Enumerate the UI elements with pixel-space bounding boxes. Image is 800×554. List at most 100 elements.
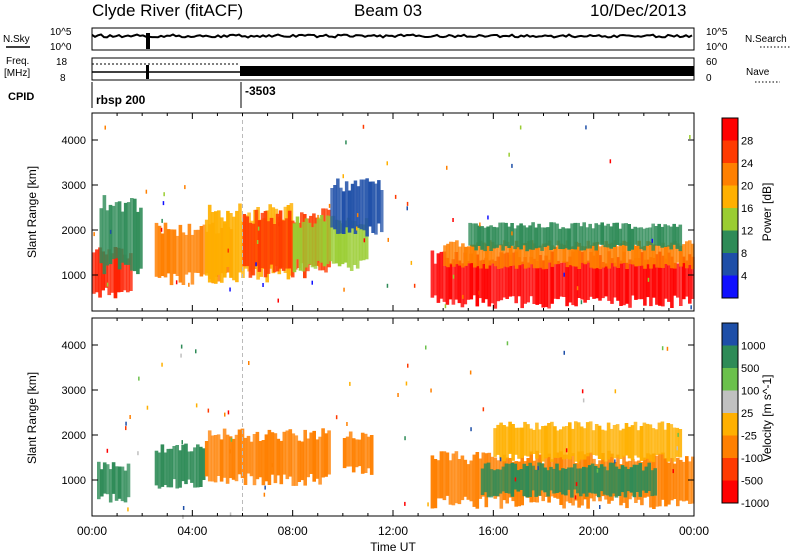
power-echo-cell — [468, 222, 472, 246]
power-echo-cell — [511, 252, 515, 297]
power-echo-cell — [589, 245, 594, 268]
power-echo-cell — [458, 246, 462, 266]
power-echo-cell — [472, 263, 477, 296]
velocity-echo-cell — [558, 470, 562, 493]
velocity-noise-point — [146, 405, 149, 410]
velocity-colorbar-tick-label: -100 — [741, 453, 763, 465]
power-echo-cell — [310, 227, 315, 268]
velocity-noise-point — [248, 361, 250, 365]
power-echo-cell — [661, 255, 665, 307]
power-echo-cell — [223, 221, 227, 278]
power-echo-cell — [649, 257, 653, 307]
velocity-echo-cell — [312, 430, 316, 482]
velocity-echo-cell — [469, 460, 474, 502]
velocity-echo-cell — [576, 422, 581, 462]
power-colorbar-segment — [722, 275, 738, 299]
velocity-noise-point — [138, 376, 140, 381]
velocity-noise-point — [577, 459, 579, 464]
power-echo-cell — [568, 256, 572, 303]
velocity-echo-cell — [276, 438, 281, 476]
power-echo-cell — [579, 226, 583, 251]
power-echo-cell — [257, 220, 262, 272]
velocity-echo-cell — [492, 470, 497, 496]
velocity-echo-cell — [246, 435, 251, 474]
power-echo-cell — [610, 242, 614, 264]
velocity-echo-cell — [574, 421, 578, 462]
power-echo-cell — [496, 244, 501, 269]
power-echo-cell — [488, 240, 492, 266]
power-echo-cell — [307, 222, 312, 265]
velocity-panel: 4000 3000 2000 1000 — [62, 317, 695, 519]
velocity-colorbar-segment — [722, 345, 738, 369]
power-echo-cell — [298, 227, 303, 271]
power-noise-point — [479, 222, 481, 227]
power-echo-cell — [664, 258, 668, 299]
power-noise-point — [317, 214, 319, 219]
power-echo-cell — [646, 241, 650, 265]
power-ylabel: Slant Range [km] — [25, 166, 39, 258]
velocity-echo-cell — [570, 467, 574, 498]
velocity-echo-cell — [650, 470, 654, 497]
power-echo-cell — [529, 240, 534, 265]
power-echo-cell — [523, 243, 528, 269]
power-echo-cell — [522, 225, 526, 246]
velocity-echo-cell — [571, 428, 575, 456]
velocity-echo-cell — [660, 421, 665, 455]
power-echo-cell — [565, 261, 569, 307]
velocity-echo-cell — [201, 448, 206, 480]
power-echo-cell — [204, 219, 209, 276]
velocity-echo-cell — [213, 435, 218, 483]
power-echo-cell — [637, 257, 641, 300]
power-noise-point — [109, 229, 112, 234]
velocity-echo-cell — [550, 421, 554, 462]
velocity-noise-point — [614, 459, 616, 464]
power-echo-cell — [520, 243, 525, 265]
power-echo-cell — [552, 222, 556, 249]
power-echo-cell — [621, 223, 625, 245]
velocity-noise-point — [349, 381, 351, 386]
velocity-echo-cell — [510, 462, 515, 497]
power-echo-cell — [163, 222, 168, 278]
velocity-echo-cell — [495, 469, 500, 497]
power-echo-cell — [657, 223, 661, 246]
power-echo-cell — [371, 181, 375, 233]
power-noise-point — [318, 262, 320, 267]
x-tick-label: 00:00 — [77, 524, 107, 538]
x-tick-label: 08:00 — [278, 524, 308, 538]
power-echo-cell — [130, 198, 134, 271]
power-echo-cell — [486, 226, 490, 247]
velocity-echo-cell — [576, 468, 580, 494]
power-echo-cell — [248, 222, 253, 278]
power-echo-cell — [525, 227, 529, 252]
velocity-echo-cell — [108, 469, 113, 503]
power-echo-cell — [443, 245, 447, 266]
velocity-echo-cell — [647, 462, 651, 491]
power-noise-point — [511, 231, 513, 236]
power-echo-cell — [214, 211, 218, 284]
power-noise-point — [519, 125, 522, 130]
velocity-echo-cell — [219, 439, 224, 482]
velocity-echo-cell — [514, 427, 518, 455]
velocity-echo-cell — [528, 462, 532, 497]
power-echo-cell — [508, 254, 512, 297]
velocity-echo-cell — [538, 429, 542, 454]
power-noise-point — [487, 215, 489, 220]
velocity-echo-cell — [599, 464, 604, 492]
power-echo-cell — [549, 222, 553, 250]
power-echo-cell — [523, 257, 527, 304]
velocity-echo-cell — [478, 458, 483, 499]
velocity-echo-band — [480, 462, 657, 498]
power-echo-cell — [604, 263, 608, 297]
velocity-echo-cell — [351, 438, 356, 473]
power-colorbar-label: Power [dB] — [760, 183, 774, 242]
velocity-echo-cell — [673, 463, 677, 499]
velocity-noise-point — [677, 432, 679, 437]
velocity-echo-cell — [654, 429, 659, 456]
power-echo-cell — [122, 254, 127, 291]
velocity-echo-cell — [641, 470, 646, 491]
velocity-echo-cell — [540, 463, 544, 491]
date-title: 10/Dec/2013 — [590, 1, 686, 20]
power-echo-cell — [463, 252, 468, 305]
power-echo-cell — [493, 260, 498, 309]
power-echo-cell — [573, 222, 577, 250]
